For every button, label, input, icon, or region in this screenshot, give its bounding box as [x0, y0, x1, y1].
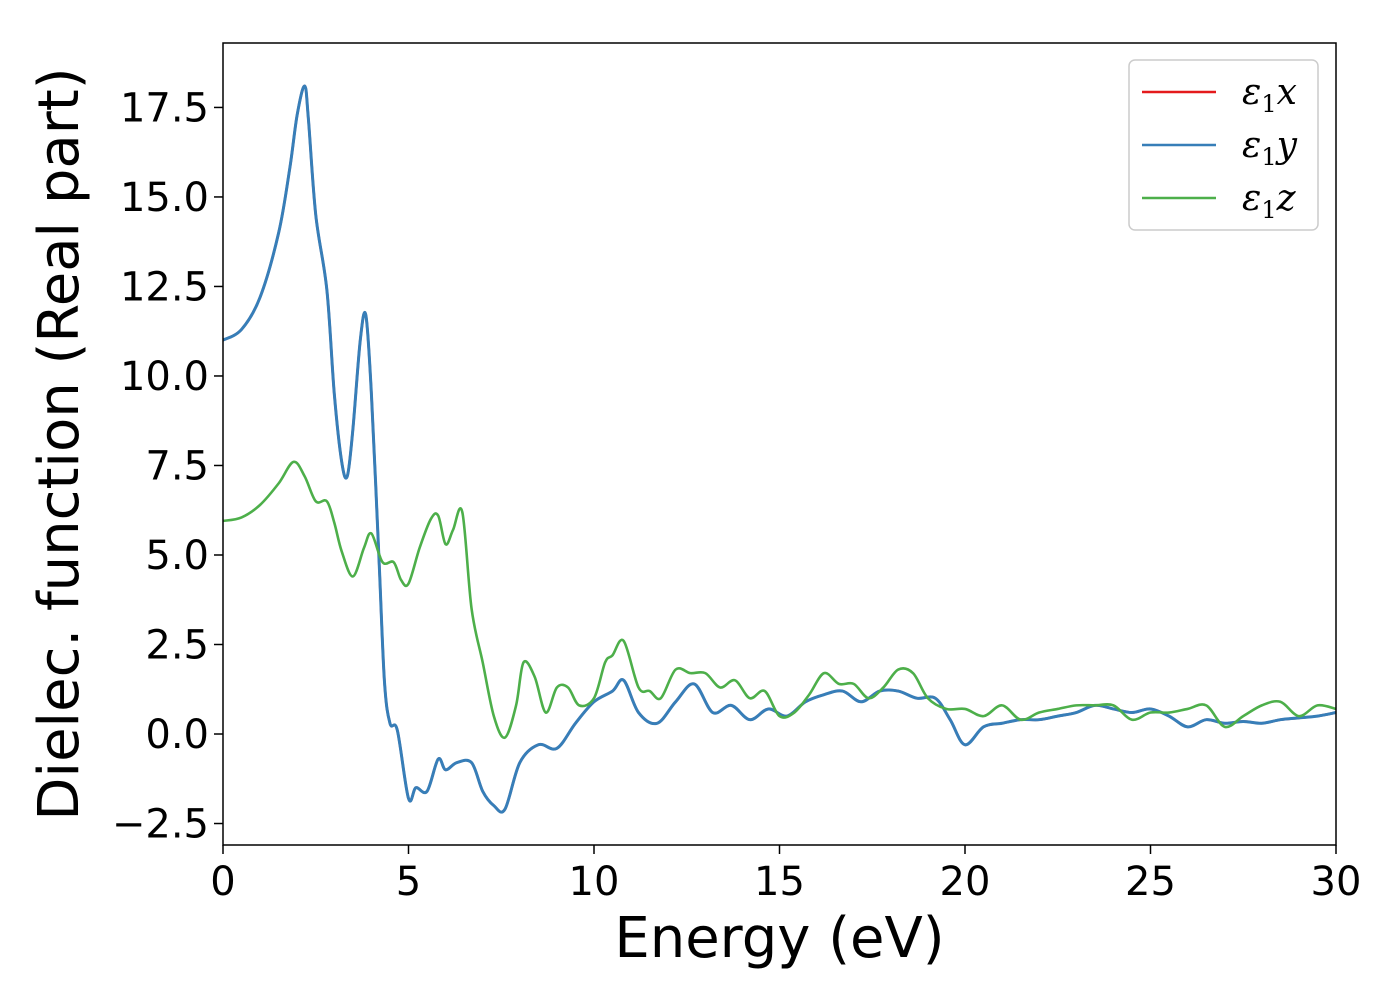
legend-box	[1128, 59, 1319, 231]
x-tick-label: 10	[569, 859, 620, 905]
y-tick-label: 2.5	[145, 623, 209, 669]
y-axis-title: Dielec. function (Real part)	[27, 67, 92, 820]
y-tick-label: 15.0	[120, 175, 209, 221]
y-tick-label: 10.0	[120, 354, 209, 400]
x-tick-label: 25	[1125, 859, 1176, 905]
x-tick-label: 15	[754, 859, 805, 905]
series-line-z	[223, 460, 1336, 739]
legend-label: ε1z	[1242, 178, 1297, 224]
x-tick-label: 5	[396, 859, 421, 905]
y-tick-label: −2.5	[112, 802, 209, 848]
x-tick-label: 30	[1311, 859, 1362, 905]
x-axis-title: Energy (eV)	[614, 906, 944, 971]
x-axis: 0 5 10 15 20 25 30	[210, 845, 1361, 905]
legend-label: ε1y	[1242, 125, 1298, 171]
legend: ε1x ε1y ε1z	[1128, 59, 1319, 231]
series-lines	[223, 84, 1336, 814]
x-tick-label: 20	[940, 859, 991, 905]
y-tick-label: 12.5	[120, 264, 209, 310]
y-tick-label: 17.5	[120, 85, 209, 131]
y-tick-label: 7.5	[145, 443, 209, 489]
y-tick-label: 0.0	[145, 712, 209, 758]
legend-label: ε1x	[1242, 72, 1297, 118]
y-tick-label: 5.0	[145, 533, 209, 579]
y-axis: −2.5 0.0 2.5 5.0 7.5 10.0 12.5 15.0 17.5	[112, 85, 223, 848]
x-tick-label: 0	[210, 859, 235, 905]
